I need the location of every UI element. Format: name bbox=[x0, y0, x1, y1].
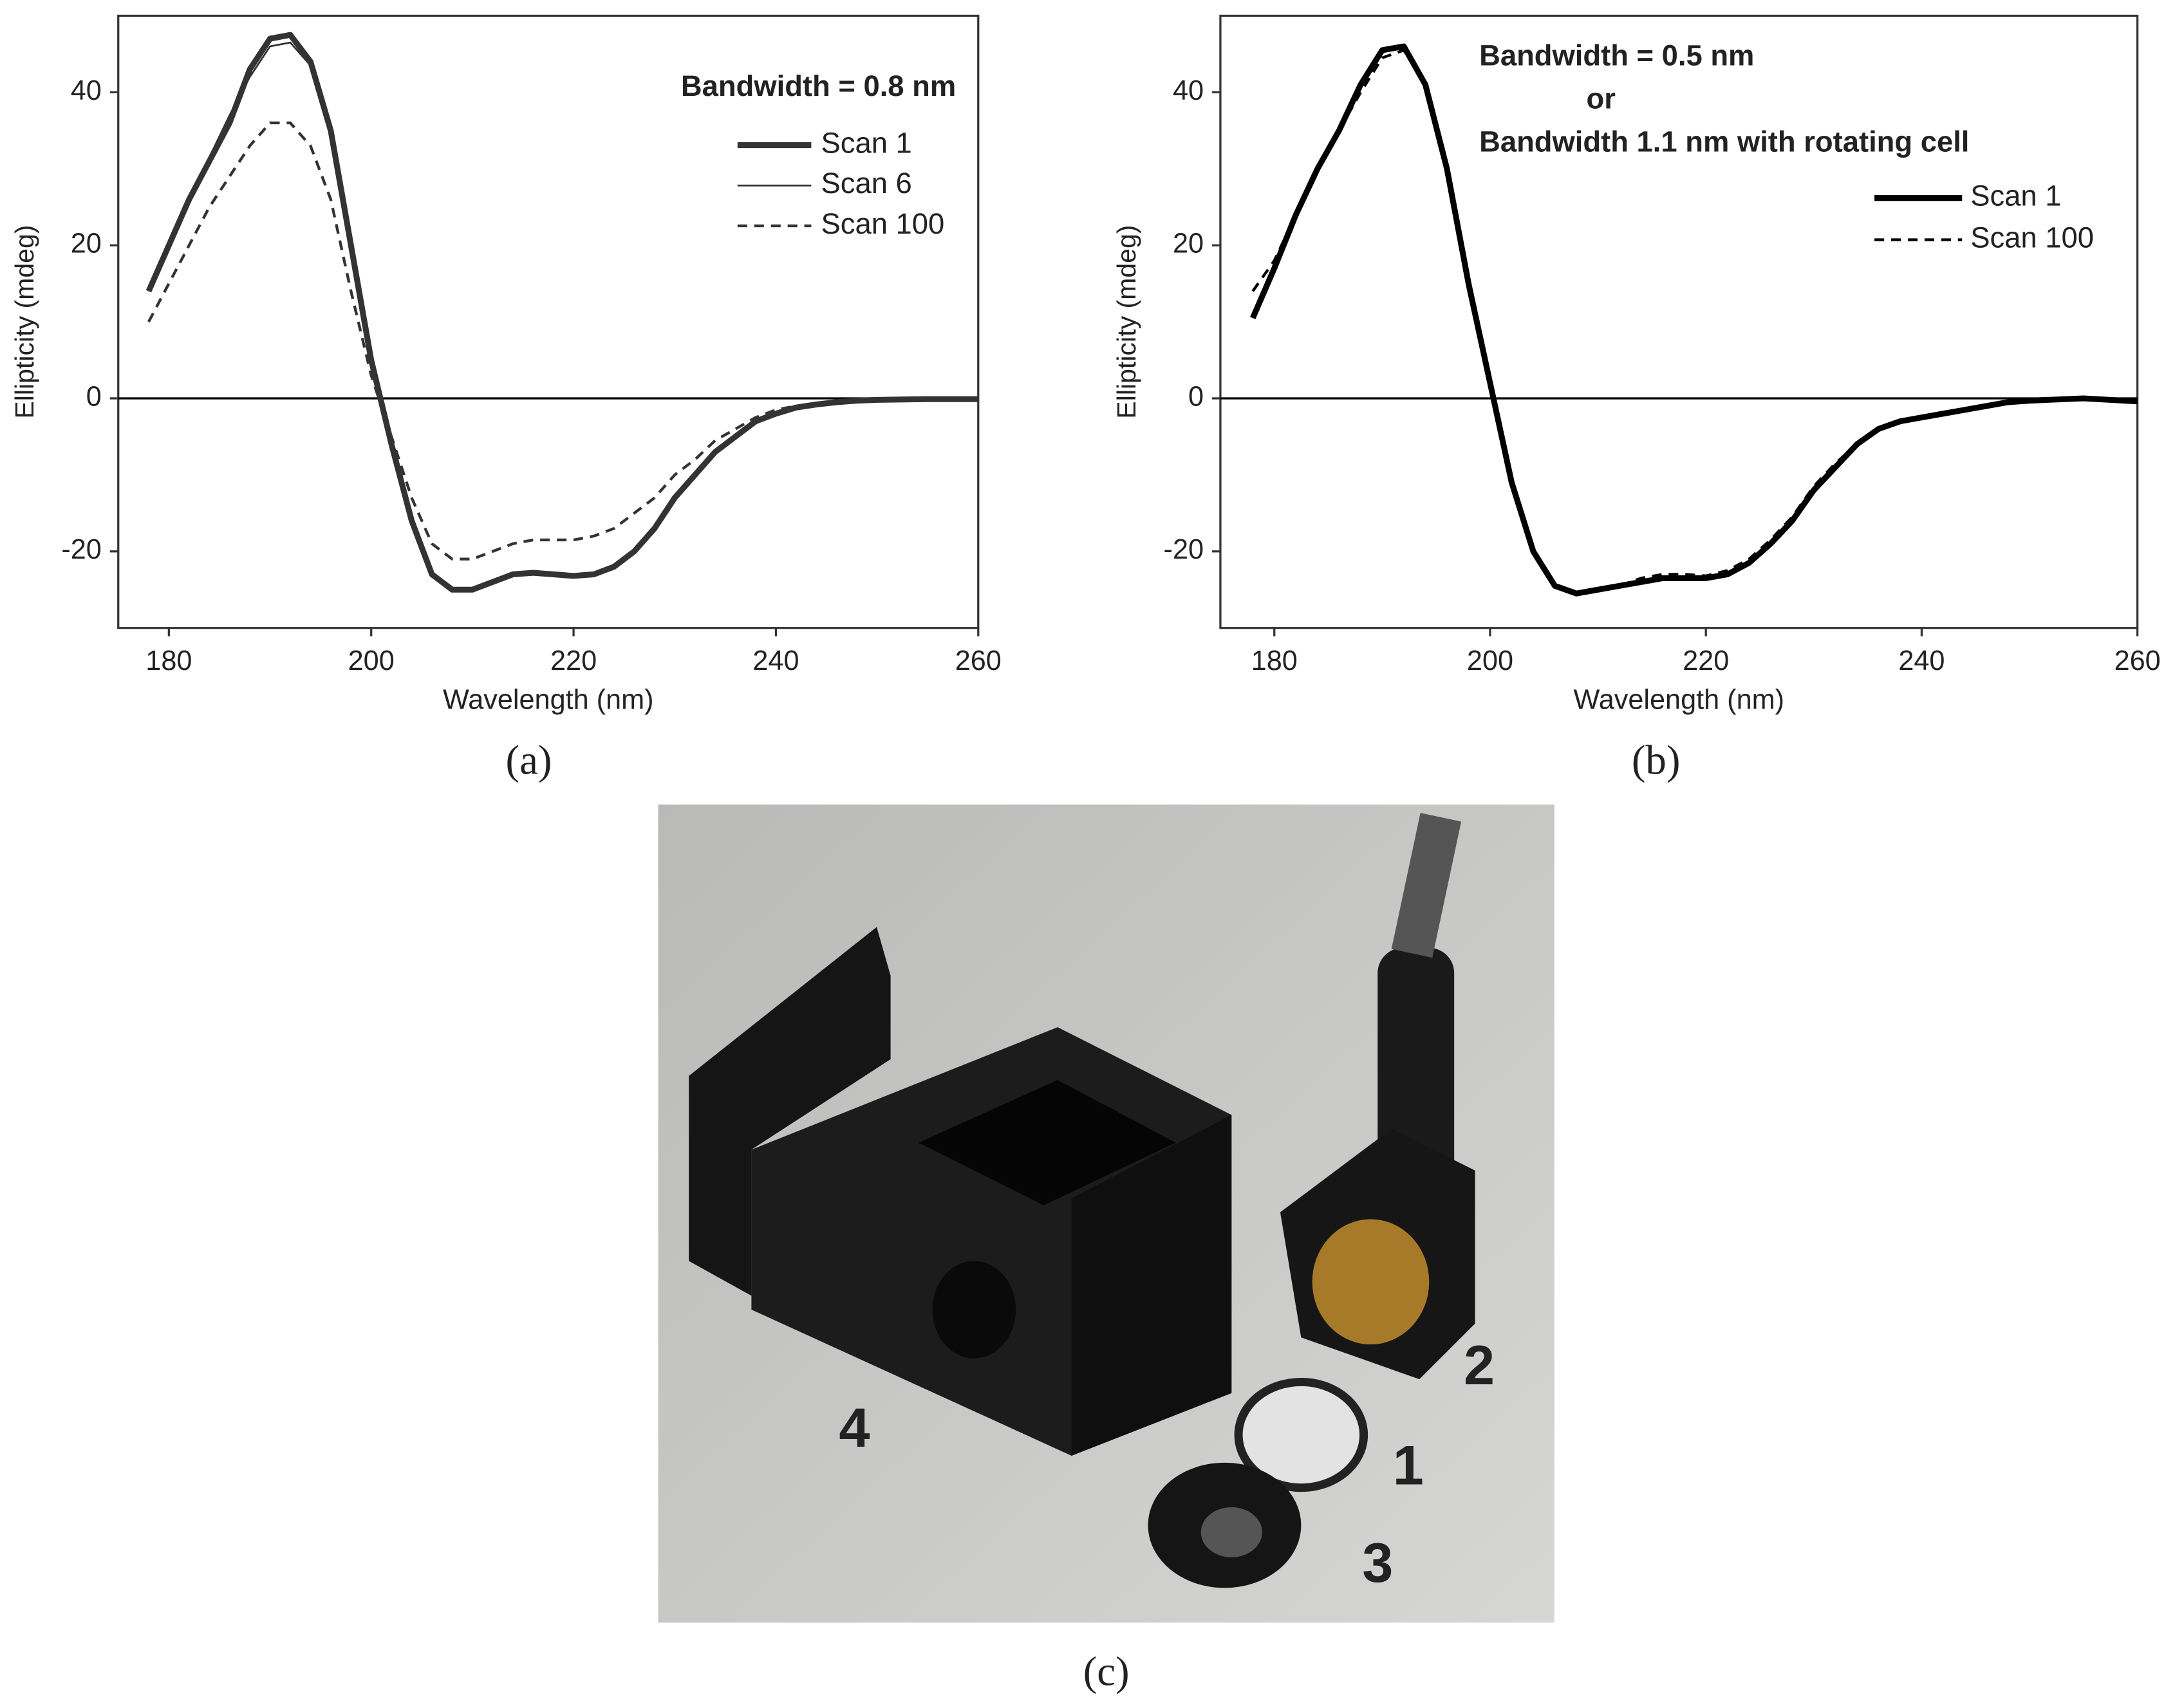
y-tick-label: 0 bbox=[1188, 381, 1204, 412]
y-tick-label: -20 bbox=[1164, 534, 1204, 565]
holder-back bbox=[689, 927, 891, 1296]
legend-label: Scan 6 bbox=[821, 167, 912, 200]
series-line bbox=[1250, 43, 2138, 597]
y-tick-label: -20 bbox=[61, 534, 101, 565]
annotation: or bbox=[1587, 82, 1616, 115]
annotation: Bandwidth 1.1 nm with rotating cell bbox=[1479, 125, 1969, 158]
x-tick-label: 260 bbox=[2114, 645, 2161, 676]
x-tick-label: 220 bbox=[1683, 645, 1729, 676]
x-axis-title: Wavelength (nm) bbox=[443, 685, 653, 716]
y-tick-label: 20 bbox=[71, 228, 102, 259]
x-axis-title: Wavelength (nm) bbox=[1574, 685, 1784, 716]
photo-label: 3 bbox=[1362, 1532, 1393, 1594]
series-line bbox=[145, 32, 978, 593]
cell bbox=[1234, 1377, 1368, 1492]
x-tick-label: 180 bbox=[1251, 645, 1298, 676]
x-tick-label: 240 bbox=[752, 645, 799, 676]
photo-label: 4 bbox=[839, 1397, 870, 1459]
panel-label: (b) bbox=[1632, 737, 1681, 783]
legend-label: Scan 1 bbox=[1970, 180, 2061, 212]
annotation: Bandwidth = 0.5 nm bbox=[1479, 39, 1754, 71]
rotator-cable bbox=[1391, 813, 1462, 958]
panel-label: (a) bbox=[506, 737, 552, 783]
x-tick-label: 200 bbox=[348, 645, 395, 676]
x-tick-label: 260 bbox=[955, 645, 1002, 676]
y-tick-label: 20 bbox=[1173, 228, 1204, 259]
chart: -20 0 20 40 180 200 220 240 260 Wavelength (nm) El… bbox=[10, 14, 1002, 783]
photo-label: 2 bbox=[1464, 1335, 1495, 1397]
y-axis-title: Ellipticity (mdeg) bbox=[1112, 225, 1141, 418]
ring-hole bbox=[1200, 1507, 1262, 1557]
series-line bbox=[1251, 48, 2138, 595]
panel-label: (c) bbox=[1083, 1648, 1130, 1694]
plot-frame bbox=[117, 14, 980, 629]
legend-label: Scan 100 bbox=[1970, 221, 2094, 254]
chart: -20 0 20 40 180 200 220 240 260 Wavelength (nm) El… bbox=[1112, 14, 2161, 783]
y-tick-label: 40 bbox=[1173, 75, 1204, 106]
holder-hole bbox=[932, 1261, 1016, 1359]
holder-side bbox=[1071, 1115, 1232, 1456]
x-tick-label: 180 bbox=[145, 645, 192, 676]
photo bbox=[658, 804, 1554, 1623]
legend-label: Scan 1 bbox=[821, 127, 912, 160]
x-tick-label: 200 bbox=[1467, 645, 1513, 676]
y-tick-label: 0 bbox=[86, 381, 102, 412]
photo-label: 1 bbox=[1393, 1434, 1424, 1496]
legend-label: Scan 100 bbox=[821, 207, 945, 240]
plot-frame bbox=[1219, 14, 2139, 629]
y-axis-title: Ellipticity (mdeg) bbox=[10, 225, 39, 418]
x-tick-label: 240 bbox=[1898, 645, 1945, 676]
rotator-brass bbox=[1312, 1219, 1430, 1345]
annotation: Bandwidth = 0.8 nm bbox=[681, 70, 956, 102]
x-tick-label: 220 bbox=[550, 645, 597, 676]
holder-opening bbox=[918, 1080, 1176, 1205]
y-tick-label: 40 bbox=[71, 75, 102, 106]
series-line bbox=[147, 41, 978, 591]
series-line bbox=[147, 121, 978, 561]
rotator-shaft bbox=[1377, 947, 1455, 1185]
